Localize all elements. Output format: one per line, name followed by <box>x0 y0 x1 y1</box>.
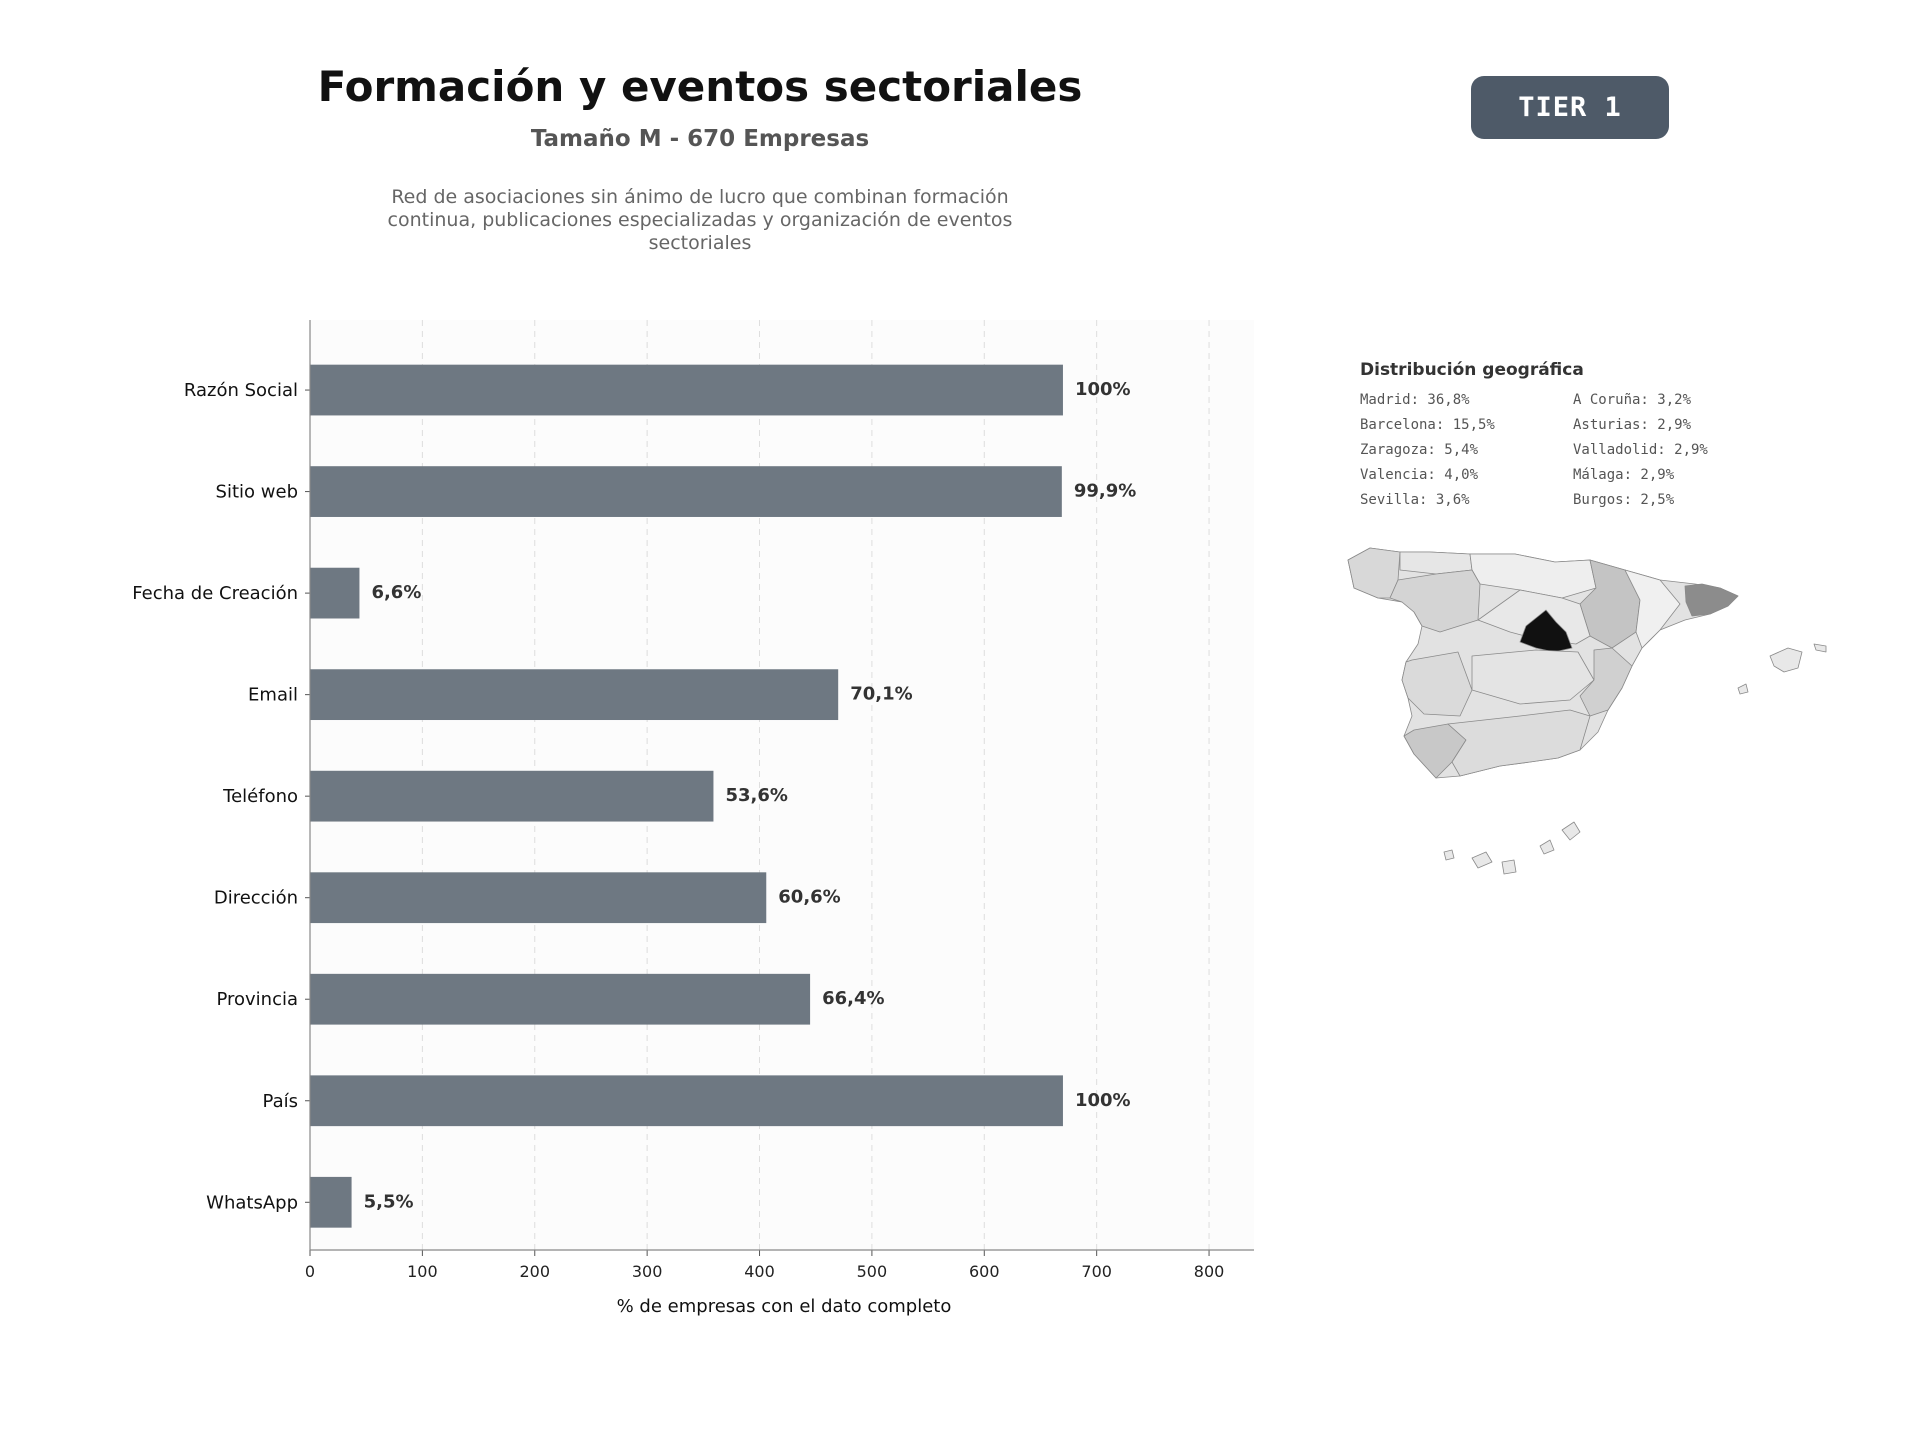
bar-chart: 0 100 200 300 400 500 600 700 800 Razón Social 100… <box>132 320 1254 1317</box>
map-region-valencia <box>1579 647 1633 717</box>
data-label: 66,4% <box>822 988 884 1009</box>
geo-item: Valladolid: 2,9% <box>1573 442 1708 458</box>
category-label: Razón Social <box>184 380 298 401</box>
data-label: 6,6% <box>371 582 421 603</box>
geo-item: Sevilla: 3,6% <box>1360 492 1470 508</box>
geo-item: Asturias: 2,9% <box>1573 417 1692 433</box>
geo-item: Málaga: 2,9% <box>1573 467 1675 483</box>
map-region-extremadura <box>1401 651 1473 717</box>
x-tick-label: 100 <box>407 1262 438 1281</box>
chart-description: Red de asociaciones sin ánimo de lucro q… <box>387 186 1013 254</box>
data-label: 5,5% <box>364 1191 414 1212</box>
category-label: Dirección <box>214 888 298 909</box>
data-label: 99,9% <box>1074 481 1136 502</box>
map-region-galicia <box>1347 547 1401 599</box>
map-region-barcelona <box>1684 583 1739 617</box>
geo-title: Distribución geográfica <box>1360 360 1584 380</box>
x-tick-label: 200 <box>519 1262 550 1281</box>
geo-distribution-panel: Distribución geográfica Madrid: 36,8% A C… <box>1360 360 1800 508</box>
bar <box>310 1075 1063 1127</box>
x-tick-label: 800 <box>1194 1262 1225 1281</box>
category-label: WhatsApp <box>206 1192 298 1213</box>
x-axis-label: % de empresas con el dato completo <box>617 1296 952 1317</box>
geo-item: Madrid: 36,8% <box>1360 392 1470 408</box>
map-region-asturias <box>1399 551 1473 575</box>
category-label: Provincia <box>216 989 298 1010</box>
bar <box>310 669 839 721</box>
data-label: 53,6% <box>725 785 787 806</box>
map-canary-1 <box>1443 849 1455 861</box>
geo-list: Madrid: 36,8% A Coruña: 3,2% Barcelona: 15… <box>1360 392 1800 508</box>
map-region-madrid <box>1519 609 1573 653</box>
category-label: Sitio web <box>216 482 298 503</box>
data-label: 100% <box>1075 1090 1131 1111</box>
map-balearic-mallorca <box>1769 647 1803 673</box>
map-canary-3 <box>1501 859 1517 875</box>
map-region-mancha <box>1471 649 1595 705</box>
chart-subtitle: Tamaño M - 670 Empresas <box>530 126 870 152</box>
x-tick-label: 300 <box>632 1262 663 1281</box>
bar <box>310 567 360 619</box>
geo-item: Zaragoza: 5,4% <box>1360 442 1479 458</box>
chart-title: Formación y eventos sectoriales <box>317 62 1083 111</box>
map-region-leon <box>1389 569 1481 633</box>
bar <box>310 1176 352 1228</box>
bar <box>310 973 811 1025</box>
data-label: 60,6% <box>778 887 840 908</box>
category-label: País <box>263 1091 298 1112</box>
x-tick-label: 400 <box>744 1262 775 1281</box>
map-balearic-menorca <box>1813 643 1827 653</box>
geo-item: Burgos: 2,5% <box>1573 492 1675 508</box>
map-region-navarra <box>1624 569 1681 649</box>
map-canary-5 <box>1561 821 1581 841</box>
map-canary-2 <box>1471 851 1493 869</box>
map-region-andalucia <box>1447 709 1591 777</box>
tier-badge: TIER 1 <box>1471 76 1669 139</box>
map-canary-4 <box>1539 839 1555 855</box>
map-balearic-ibiza <box>1737 683 1749 695</box>
bar <box>310 364 1063 416</box>
category-label: Fecha de Creación <box>132 583 298 604</box>
x-tick-label: 500 <box>857 1262 888 1281</box>
geo-item: A Coruña: 3,2% <box>1573 392 1692 408</box>
bar <box>310 466 1062 517</box>
category-label: Email <box>248 685 298 706</box>
bar <box>310 770 714 822</box>
geo-item: Valencia: 4,0% <box>1360 467 1479 483</box>
spain-map <box>1347 547 1827 875</box>
category-label: Teléfono <box>222 786 298 807</box>
bar <box>310 872 767 924</box>
x-tick-label: 700 <box>1081 1262 1112 1281</box>
geo-item: Barcelona: 15,5% <box>1360 417 1495 433</box>
data-label: 70,1% <box>850 684 912 705</box>
x-tick-label: 600 <box>969 1262 1000 1281</box>
data-label: 100% <box>1075 379 1131 400</box>
x-tick-label: 0 <box>305 1262 315 1281</box>
